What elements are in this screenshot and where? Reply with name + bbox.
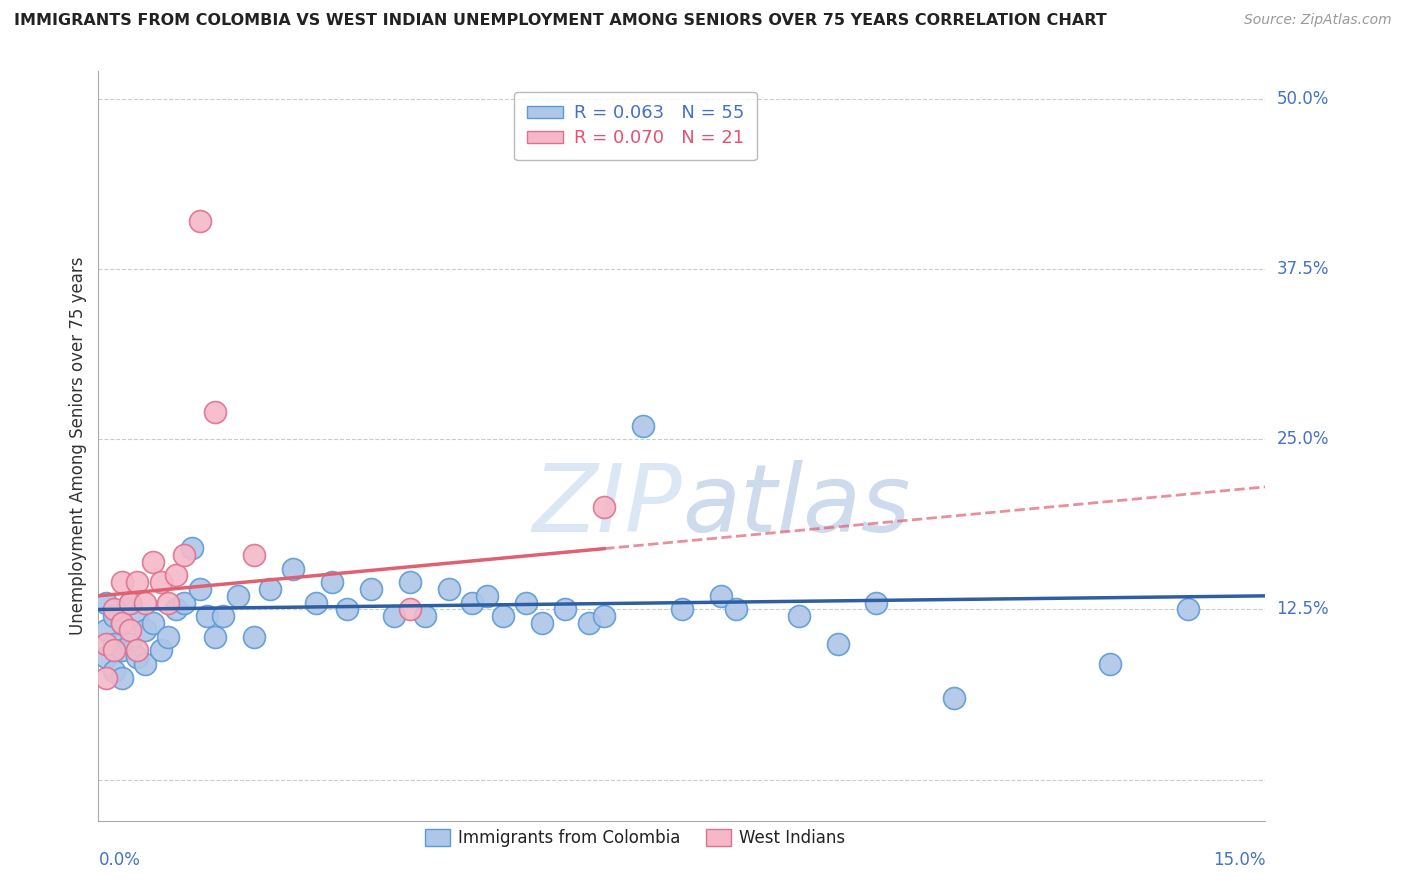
Point — [188, 582, 211, 596]
Point — [515, 596, 537, 610]
Point — [195, 609, 218, 624]
Point — [188, 214, 211, 228]
Point — [204, 630, 226, 644]
Point — [118, 623, 141, 637]
Text: 15.0%: 15.0% — [1213, 851, 1265, 869]
Point — [165, 568, 187, 582]
Point — [142, 555, 165, 569]
Point — [336, 602, 359, 616]
Point — [127, 609, 149, 624]
Point — [111, 616, 134, 631]
Point — [413, 609, 436, 624]
Text: Source: ZipAtlas.com: Source: ZipAtlas.com — [1244, 13, 1392, 28]
Legend: Immigrants from Colombia, West Indians: Immigrants from Colombia, West Indians — [419, 822, 852, 854]
Point — [157, 596, 180, 610]
Y-axis label: Unemployment Among Seniors over 75 years: Unemployment Among Seniors over 75 years — [69, 257, 87, 635]
Point — [243, 548, 266, 562]
Point — [157, 630, 180, 644]
Point — [96, 671, 118, 685]
Point — [134, 596, 156, 610]
Point — [118, 596, 141, 610]
Point — [530, 616, 553, 631]
Point — [118, 636, 141, 650]
Point — [96, 596, 118, 610]
Point — [111, 575, 134, 590]
Point — [96, 636, 118, 650]
Text: 0.0%: 0.0% — [98, 851, 141, 869]
Point — [492, 609, 515, 624]
Text: ZIP: ZIP — [533, 460, 682, 551]
Point — [243, 630, 266, 644]
Point — [398, 602, 420, 616]
Point — [827, 636, 849, 650]
Point — [305, 596, 328, 610]
Point — [865, 596, 887, 610]
Point — [461, 596, 484, 610]
Point — [127, 650, 149, 665]
Point — [127, 643, 149, 657]
Text: atlas: atlas — [682, 460, 910, 551]
Point — [103, 602, 125, 616]
Point — [173, 548, 195, 562]
Point — [127, 575, 149, 590]
Point — [943, 691, 966, 706]
Text: 25.0%: 25.0% — [1277, 430, 1329, 448]
Point — [103, 609, 125, 624]
Point — [173, 596, 195, 610]
Point — [360, 582, 382, 596]
Point — [631, 418, 654, 433]
Point — [477, 589, 499, 603]
Point — [259, 582, 281, 596]
Point — [710, 589, 733, 603]
Point — [204, 405, 226, 419]
Point — [111, 671, 134, 685]
Point — [578, 616, 600, 631]
Point — [180, 541, 202, 556]
Point — [593, 500, 616, 515]
Point — [134, 623, 156, 637]
Point — [149, 575, 172, 590]
Point — [1098, 657, 1121, 671]
Text: IMMIGRANTS FROM COLOMBIA VS WEST INDIAN UNEMPLOYMENT AMONG SENIORS OVER 75 YEARS: IMMIGRANTS FROM COLOMBIA VS WEST INDIAN … — [14, 13, 1107, 29]
Point — [142, 616, 165, 631]
Point — [149, 643, 172, 657]
Point — [787, 609, 810, 624]
Point — [228, 589, 250, 603]
Point — [111, 616, 134, 631]
Point — [671, 602, 693, 616]
Point — [111, 643, 134, 657]
Point — [96, 650, 118, 665]
Point — [118, 596, 141, 610]
Point — [725, 602, 748, 616]
Point — [96, 623, 118, 637]
Point — [212, 609, 235, 624]
Text: 50.0%: 50.0% — [1277, 89, 1329, 108]
Point — [165, 602, 187, 616]
Point — [103, 664, 125, 678]
Point — [1177, 602, 1199, 616]
Point — [554, 602, 576, 616]
Point — [134, 657, 156, 671]
Text: 12.5%: 12.5% — [1277, 600, 1329, 618]
Point — [103, 636, 125, 650]
Point — [321, 575, 343, 590]
Point — [437, 582, 460, 596]
Point — [281, 561, 304, 575]
Point — [382, 609, 405, 624]
Point — [103, 643, 125, 657]
Text: 37.5%: 37.5% — [1277, 260, 1329, 278]
Point — [398, 575, 420, 590]
Point — [593, 609, 616, 624]
